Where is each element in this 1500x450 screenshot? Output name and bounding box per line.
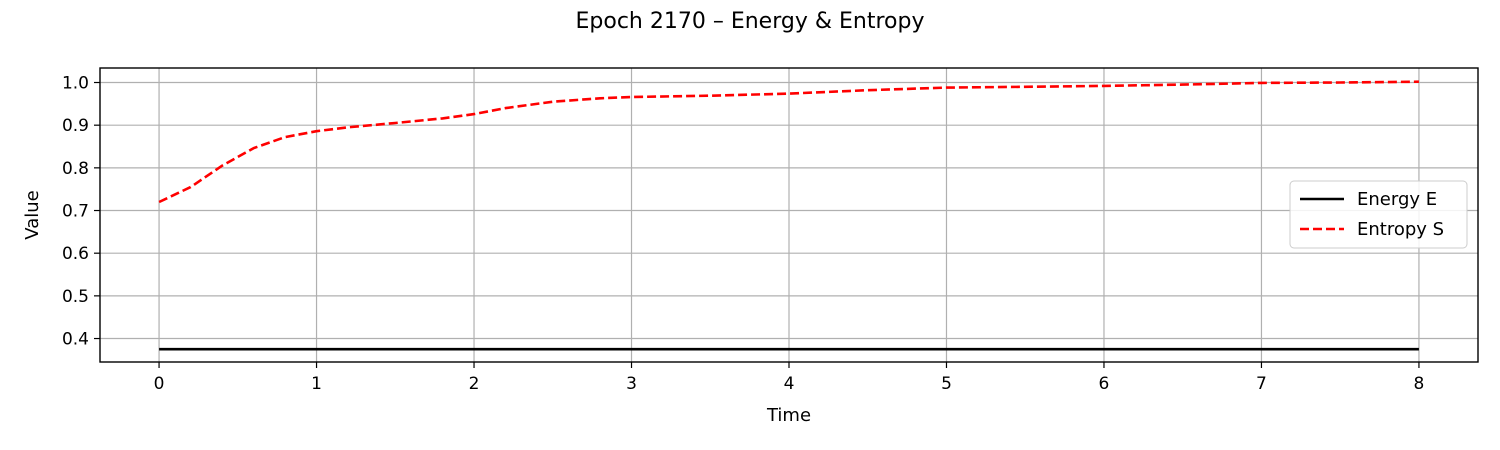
chart-title: Epoch 2170 – Energy & Entropy [576,9,925,34]
y-tick-label: 0.9 [62,116,89,136]
x-tick-label: 4 [784,374,795,394]
legend: Energy E Entropy S [1289,180,1468,249]
x-tick-label: 5 [941,374,952,394]
y-axis-title: Value [22,190,43,239]
y-tick-label: 0.4 [62,330,89,350]
x-tick-label: 3 [626,374,637,394]
x-tick-label: 7 [1256,374,1267,394]
series-line-1 [158,80,1419,204]
x-axis-title: Time [766,405,811,426]
grid [100,68,1478,362]
y-tick-label: 0.5 [62,287,89,307]
x-tick-label: 6 [1099,374,1110,394]
x-tick-label: 2 [469,374,480,394]
series-lines [158,80,1419,351]
y-tick-label: 0.6 [62,244,89,264]
axis-ticks: 0 1 2 3 4 5 6 7 8 0.4 0.5 0.6 0.7 0.8 0.9 1.0 [62,74,1424,394]
y-tick-label: 0.8 [62,159,89,179]
legend-label-0: Energy E [1357,189,1437,210]
legend-label-1: Entropy S [1357,219,1444,240]
x-tick-label: 0 [154,374,165,394]
x-tick-label: 8 [1414,374,1425,394]
y-tick-label: 1.0 [62,74,89,94]
y-tick-label: 0.7 [62,202,89,222]
x-tick-label: 1 [311,374,322,394]
